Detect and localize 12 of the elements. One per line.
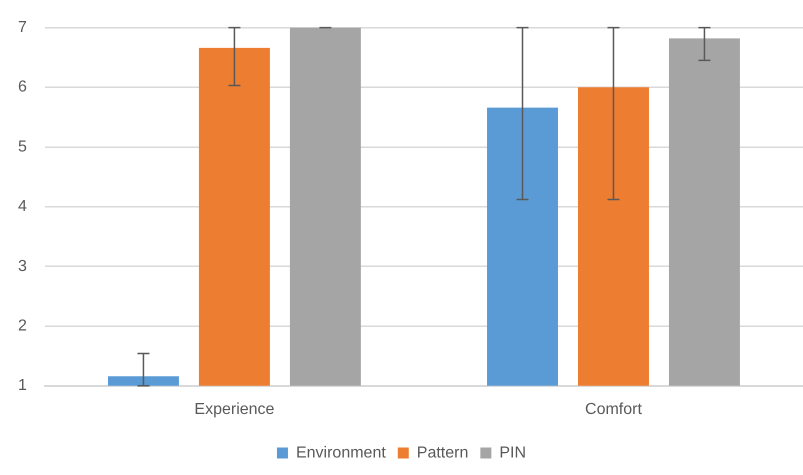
y-tick-label: 2	[18, 318, 27, 335]
y-tick-label: 1	[18, 377, 27, 394]
x-tick-label: Experience	[194, 400, 275, 418]
y-tick-label: 5	[18, 138, 27, 156]
x-tick-label: Comfort	[585, 400, 642, 418]
legend-label: Pattern	[416, 444, 468, 462]
legend-label: Environment	[296, 444, 386, 462]
y-tick-label: 3	[18, 258, 27, 275]
y-tick-label: 4	[18, 198, 27, 216]
y-tick-label: 7	[18, 19, 27, 36]
legend-label: PIN	[499, 444, 526, 462]
y-tick-label: 6	[18, 78, 27, 96]
